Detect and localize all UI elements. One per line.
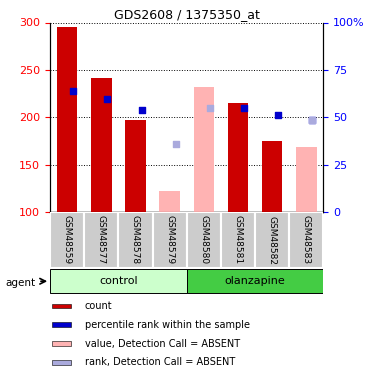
- Point: [173, 141, 179, 147]
- Text: control: control: [99, 276, 138, 286]
- Point: [310, 117, 316, 123]
- Bar: [159, 191, 180, 212]
- Bar: [187, 269, 323, 293]
- Text: GSM48579: GSM48579: [165, 215, 174, 265]
- Title: GDS2608 / 1375350_at: GDS2608 / 1375350_at: [114, 8, 259, 21]
- Text: olanzapine: olanzapine: [225, 276, 285, 286]
- Bar: [91, 78, 112, 212]
- Bar: [52, 303, 71, 308]
- Text: GSM48583: GSM48583: [302, 215, 311, 265]
- Text: value, Detection Call = ABSENT: value, Detection Call = ABSENT: [85, 339, 239, 348]
- Text: GSM48581: GSM48581: [233, 215, 243, 265]
- Bar: [57, 27, 77, 212]
- Bar: [52, 360, 71, 364]
- Bar: [262, 141, 282, 212]
- Text: GSM48559: GSM48559: [63, 215, 72, 265]
- Text: percentile rank within the sample: percentile rank within the sample: [85, 320, 249, 330]
- Bar: [255, 213, 289, 268]
- Bar: [194, 87, 214, 212]
- Text: count: count: [85, 301, 112, 311]
- Bar: [52, 322, 71, 327]
- Text: GSM48577: GSM48577: [97, 215, 106, 265]
- Point: [275, 112, 281, 118]
- Text: GSM48578: GSM48578: [131, 215, 140, 265]
- Bar: [119, 213, 152, 268]
- Text: rank, Detection Call = ABSENT: rank, Detection Call = ABSENT: [85, 357, 235, 368]
- Point: [241, 105, 247, 111]
- Bar: [50, 213, 84, 268]
- Bar: [289, 213, 323, 268]
- Bar: [50, 269, 187, 293]
- Bar: [221, 213, 255, 268]
- Point: [310, 117, 316, 123]
- Point: [104, 96, 110, 102]
- Bar: [296, 147, 316, 212]
- Point: [70, 88, 76, 94]
- Bar: [152, 213, 187, 268]
- Text: agent: agent: [6, 278, 36, 288]
- Bar: [187, 213, 221, 268]
- Text: GSM48582: GSM48582: [268, 216, 277, 264]
- Point: [139, 106, 145, 112]
- Bar: [228, 103, 248, 212]
- Text: GSM48580: GSM48580: [199, 215, 208, 265]
- Bar: [84, 213, 118, 268]
- Bar: [125, 120, 146, 212]
- Point: [207, 105, 213, 111]
- Bar: [52, 341, 71, 346]
